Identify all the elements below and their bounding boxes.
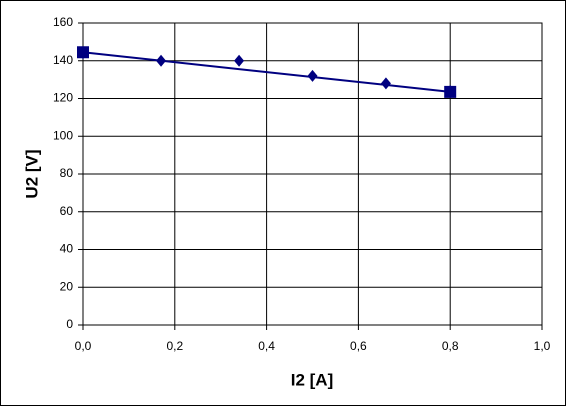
- point: [77, 46, 89, 59]
- x-tick-label: 0,2: [166, 339, 183, 353]
- point: [307, 69, 318, 82]
- x-tick-label: 1,0: [534, 339, 551, 353]
- series-line: [82, 51, 451, 93]
- point: [444, 85, 457, 98]
- y-tick-label: 20: [60, 279, 74, 293]
- plot-area: [82, 22, 543, 326]
- y-tick-label: 40: [60, 242, 74, 256]
- point: [234, 54, 245, 67]
- y-tick-label: 60: [60, 204, 74, 218]
- x-tick-label: 0,0: [75, 339, 92, 353]
- y-tick-label: 140: [53, 53, 73, 67]
- point: [380, 77, 391, 90]
- y-tick-label: 160: [53, 15, 73, 29]
- y-tick-label: 120: [53, 91, 73, 105]
- y-tick-label: 100: [53, 128, 73, 142]
- x-axis-title: I2 [A]: [291, 370, 334, 389]
- x-tick-label: 0,6: [350, 339, 367, 353]
- x-tick-label: 0,8: [442, 339, 459, 353]
- x-tick-label: 0,4: [258, 339, 275, 353]
- y-tick-label: 0: [66, 317, 73, 331]
- y-axis-title: U2 [V]: [22, 149, 41, 198]
- y-tick-label: 80: [60, 166, 74, 180]
